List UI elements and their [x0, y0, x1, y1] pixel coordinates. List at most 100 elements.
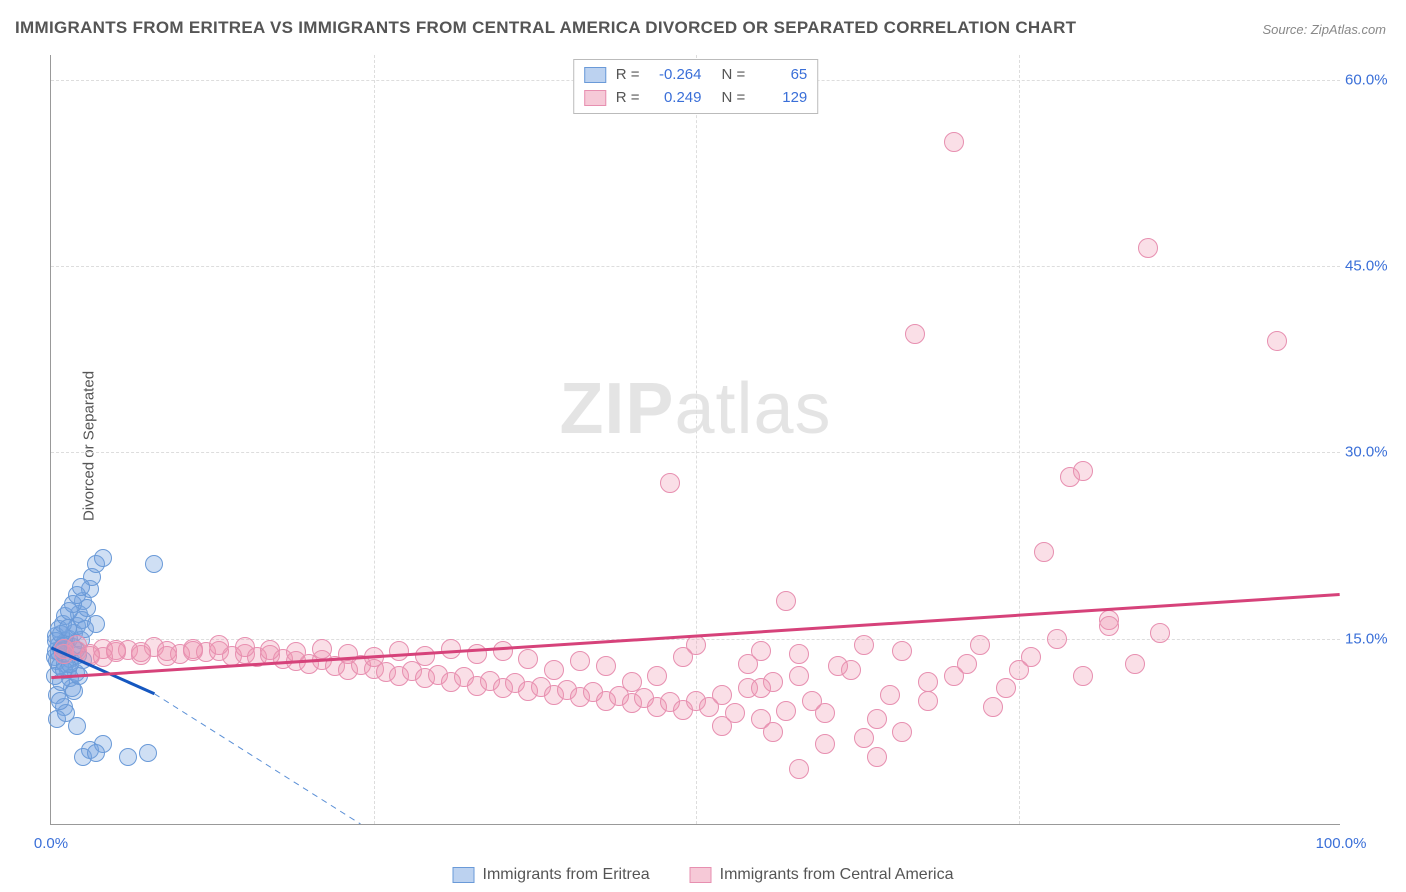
- data-point: [364, 647, 384, 667]
- data-point: [854, 635, 874, 655]
- legend-series-item: Immigrants from Eritrea: [453, 866, 650, 884]
- data-point: [65, 682, 83, 700]
- data-point: [712, 685, 732, 705]
- chart-title: IMMIGRANTS FROM ERITREA VS IMMIGRANTS FR…: [15, 18, 1076, 38]
- x-tick-label: 0.0%: [34, 835, 68, 852]
- data-point: [892, 641, 912, 661]
- data-point: [815, 734, 835, 754]
- data-point: [467, 644, 487, 664]
- legend-stat-row: R = -0.264 N = 65: [584, 64, 808, 87]
- data-point: [1125, 654, 1145, 674]
- data-point: [776, 701, 796, 721]
- data-point: [235, 637, 255, 657]
- data-point: [596, 656, 616, 676]
- data-point: [312, 639, 332, 659]
- y-tick-label: 15.0%: [1345, 630, 1400, 647]
- data-point: [996, 678, 1016, 698]
- data-point: [712, 716, 732, 736]
- data-point: [647, 666, 667, 686]
- legend-r-value: 0.249: [650, 87, 702, 110]
- data-point: [570, 651, 590, 671]
- gridline-v: [374, 55, 375, 824]
- data-point: [415, 646, 435, 666]
- legend-swatch: [690, 867, 712, 883]
- data-point: [789, 666, 809, 686]
- data-point: [1047, 629, 1067, 649]
- legend-r-label: R =: [616, 87, 640, 110]
- legend-series: Immigrants from Eritrea Immigrants from C…: [453, 866, 954, 884]
- data-point: [1034, 542, 1054, 562]
- x-tick-label: 100.0%: [1316, 835, 1367, 852]
- data-point: [867, 747, 887, 767]
- data-point: [918, 672, 938, 692]
- legend-n-label: N =: [722, 64, 746, 87]
- data-point: [957, 654, 977, 674]
- data-point: [789, 759, 809, 779]
- legend-swatch: [453, 867, 475, 883]
- data-point: [493, 641, 513, 661]
- data-point: [94, 549, 112, 567]
- data-point: [518, 649, 538, 669]
- data-point: [751, 678, 771, 698]
- data-point: [880, 685, 900, 705]
- legend-series-item: Immigrants from Central America: [690, 866, 954, 884]
- data-point: [1138, 238, 1158, 258]
- data-point: [145, 555, 163, 573]
- legend-r-value: -0.264: [650, 64, 702, 87]
- data-point: [854, 728, 874, 748]
- data-point: [1099, 616, 1119, 636]
- data-point: [183, 641, 203, 661]
- data-point: [905, 324, 925, 344]
- y-tick-label: 45.0%: [1345, 258, 1400, 275]
- data-point: [828, 656, 848, 676]
- data-point: [944, 132, 964, 152]
- legend-n-value: 65: [755, 64, 807, 87]
- data-point: [867, 709, 887, 729]
- legend-stat-row: R = 0.249 N = 129: [584, 87, 808, 110]
- data-point: [892, 722, 912, 742]
- legend-stats-box: R = -0.264 N = 65 R = 0.249 N = 129: [573, 59, 819, 114]
- data-point: [389, 641, 409, 661]
- legend-swatch: [584, 67, 606, 83]
- data-point: [1009, 660, 1029, 680]
- y-tick-label: 60.0%: [1345, 71, 1400, 88]
- chart-plot-area: ZIPatlas R =-0.264N =65R =0.249N =129 15…: [50, 55, 1340, 825]
- data-point: [59, 619, 77, 637]
- data-point: [802, 691, 822, 711]
- legend-swatch: [584, 90, 606, 106]
- data-point: [157, 646, 177, 666]
- data-point: [131, 642, 151, 662]
- data-point: [660, 473, 680, 493]
- data-point: [1150, 623, 1170, 643]
- gridline-v: [1019, 55, 1020, 824]
- data-point: [751, 641, 771, 661]
- y-tick-label: 30.0%: [1345, 444, 1400, 461]
- legend-series-label: Immigrants from Eritrea: [483, 866, 650, 884]
- data-point: [673, 647, 693, 667]
- data-point: [139, 744, 157, 762]
- legend-n-value: 129: [755, 87, 807, 110]
- data-point: [87, 744, 105, 762]
- data-point: [72, 578, 90, 596]
- data-point: [1073, 666, 1093, 686]
- data-point: [763, 722, 783, 742]
- data-point: [338, 644, 358, 664]
- data-point: [87, 615, 105, 633]
- data-point: [93, 647, 113, 667]
- data-point: [260, 640, 280, 660]
- data-point: [441, 639, 461, 659]
- data-point: [622, 672, 642, 692]
- data-point: [789, 644, 809, 664]
- legend-r-label: R =: [616, 64, 640, 87]
- data-point: [1073, 461, 1093, 481]
- data-point: [209, 635, 229, 655]
- data-point: [970, 635, 990, 655]
- data-point: [1267, 331, 1287, 351]
- source-label: Source: ZipAtlas.com: [1262, 22, 1386, 37]
- legend-n-label: N =: [722, 87, 746, 110]
- data-point: [544, 660, 564, 680]
- data-point: [286, 642, 306, 662]
- data-point: [67, 635, 87, 655]
- data-point: [119, 748, 137, 766]
- legend-series-label: Immigrants from Central America: [720, 866, 954, 884]
